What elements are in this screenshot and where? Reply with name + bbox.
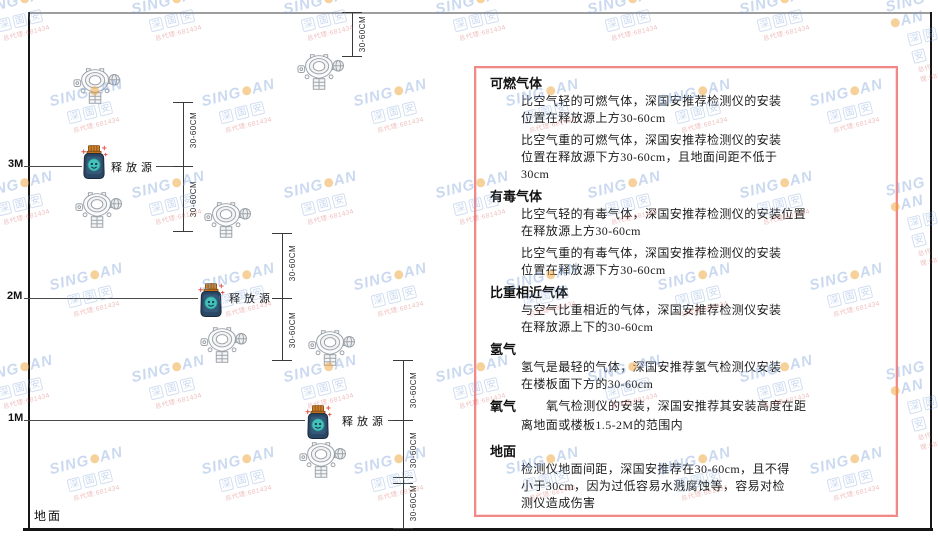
section-heading: 地面 — [490, 444, 517, 459]
dimension-tick — [272, 233, 292, 234]
paragraph-line: 与空气比重相近的气体，深国安推荐检测仪安装 — [521, 303, 782, 317]
paragraph-line: 位置在释放源下方30-60cm — [521, 263, 666, 277]
info-panel: 可燃气体比空气轻的可燃气体，深国安推荐检测仪的安装 位置在释放源上方30-60cm… — [474, 66, 898, 517]
dimension-line — [282, 233, 283, 360]
gas-detector-icon — [72, 66, 120, 106]
release-source-label: 释放源 — [342, 416, 387, 428]
gas-detector-icon — [307, 328, 355, 368]
paragraph-line: 离地面或楼板1.5-2M的范围内 — [521, 418, 684, 432]
release-source-icon — [303, 404, 333, 442]
gas-detector-icon — [199, 325, 247, 365]
section-heading: 氢气 — [490, 342, 517, 357]
paragraph-line: 在释放源上方30-60cm — [521, 224, 641, 238]
paragraph-line: 比空气轻的可燃气体，深国安推荐检测仪的安装 — [521, 94, 782, 108]
right-border-line — [930, 12, 932, 531]
paragraph-line: 在释放源上下的30-60cm — [521, 320, 654, 334]
dimension-label: 30-60CM — [288, 311, 297, 349]
panel-section: 氧气 氧气检测仪的安装，深国安推荐其安装高度在距离地面或楼板1.5-2M的范围内 — [490, 398, 882, 434]
paragraph: 与空气比重相近的气体，深国安推荐检测仪安装 在释放源上下的30-60cm — [521, 302, 882, 336]
dimension-line — [403, 360, 404, 528]
dimension-label: 30-60CM — [409, 371, 418, 409]
dimension-tick — [393, 360, 413, 361]
paragraph: 比空气轻的可燃气体，深国安推荐检测仪的安装 位置在释放源上方30-60cm — [521, 93, 882, 127]
dimension-tick — [393, 477, 413, 478]
dimension-tick — [342, 12, 362, 13]
dimension-line — [352, 12, 353, 56]
dimension-tick — [342, 56, 362, 57]
dimension-label: 30-60CM — [288, 244, 297, 282]
dimension-label: 30-60CM — [409, 431, 418, 469]
wall-line — [28, 12, 30, 528]
paragraph-line: 位置在释放源下方30-60cm，且地面间距不低于 — [521, 150, 778, 164]
paragraph-line: 比空气重的可燃气体，深国安推荐检测仪的安装 — [521, 133, 782, 147]
paragraph-line: 氢气是最轻的气体，深国安推荐氢气检测仪安装 — [521, 360, 782, 374]
panel-section: 比重相近气体与空气比重相近的气体，深国安推荐检测仪安装 在释放源上下的30-60c… — [490, 284, 882, 336]
panel-section: 氢气 氢气是最轻的气体，深国安推荐氢气检测仪安装 在楼板面下方的30-60cm — [490, 341, 882, 393]
paragraph-line: 小于30cm，因为过低容易水溅腐蚀等，容易对检 — [521, 479, 785, 493]
ground-line — [23, 528, 933, 531]
paragraph-line: 检测仪地面间距，深国安推荐在30-60cm，且不得 — [521, 462, 790, 476]
dimension-tick — [173, 166, 193, 167]
paragraph-line: 30cm — [521, 167, 550, 181]
gas-detector-icon — [74, 190, 122, 230]
paragraph: 检测仪地面间距，深国安推荐在30-60cm，且不得 小于30cm，因为过低容易水溅… — [521, 461, 882, 512]
paragraph-line: 比空气轻的有毒气体，深国安推荐检测仪的安装位置 — [521, 207, 807, 221]
gas-detector-icon — [203, 200, 251, 240]
dimension-tick — [393, 420, 413, 421]
dimension-label: 30-60CM — [409, 484, 418, 522]
panel-section: 地面 检测仪地面间距，深国安推荐在30-60cm，且不得 小于30cm，因为过低容易… — [490, 443, 882, 512]
height-level-line — [156, 166, 184, 167]
dimension-tick — [173, 102, 193, 103]
dimension-tick — [272, 298, 292, 299]
paragraph-line: 位置在释放源上方30-60cm — [521, 111, 666, 125]
paragraph: 比空气轻的有毒气体，深国安推荐检测仪的安装位置 在释放源上方30-60cm — [521, 206, 882, 240]
paragraph-line: 氧气检测仪的安装，深国安推荐其安装高度在距 — [546, 399, 807, 413]
ceiling-line — [28, 12, 930, 14]
height-axis-label: 3M — [8, 158, 24, 170]
height-axis-label: 2M — [7, 290, 23, 302]
paragraph-line: 测仪造成伤害 — [521, 496, 596, 510]
gas-detector-icon — [298, 440, 346, 480]
release-source-label: 释放源 — [229, 293, 274, 305]
dimension-label: 30-60CM — [189, 180, 198, 218]
release-source-icon — [196, 282, 226, 320]
section-heading: 氧气 — [490, 399, 517, 414]
section-heading: 有毒气体 — [490, 189, 543, 204]
paragraph: 比空气重的可燃气体，深国安推荐检测仪的安装 位置在释放源下方30-60cm，且地面… — [521, 132, 882, 183]
paragraph: 离地面或楼板1.5-2M的范围内 — [521, 417, 882, 434]
height-level-line — [24, 420, 305, 421]
panel-section: 有毒气体比空气轻的有毒气体，深国安推荐检测仪的安装位置 在释放源上方30-60cm… — [490, 188, 882, 279]
section-inline-row: 氧气 氧气检测仪的安装，深国安推荐其安装高度在距 — [490, 398, 882, 416]
dimension-tick — [173, 231, 193, 232]
ground-label: 地面 — [34, 509, 63, 523]
paragraph-line: 比空气重的有毒气体，深国安推荐检测仪的安装 — [521, 246, 782, 260]
release-source-icon — [79, 144, 109, 182]
height-axis-label: 1M — [8, 412, 24, 424]
panel-section: 可燃气体比空气轻的可燃气体，深国安推荐检测仪的安装 位置在释放源上方30-60cm… — [490, 75, 882, 183]
paragraph: 比空气重的有毒气体，深国安推荐检测仪的安装 位置在释放源下方30-60cm — [521, 245, 882, 279]
dimension-label: 30-60CM — [189, 111, 198, 149]
dimension-tick — [272, 360, 292, 361]
dimension-tick — [393, 528, 413, 529]
gas-detector-icon — [296, 52, 344, 92]
height-level-line — [24, 298, 198, 299]
dimension-tick — [393, 483, 413, 484]
paragraph: 氢气是最轻的气体，深国安推荐氢气检测仪安装 在楼板面下方的30-60cm — [521, 359, 882, 393]
height-level-line — [24, 166, 82, 167]
section-heading: 比重相近气体 — [490, 285, 569, 300]
section-heading: 可燃气体 — [490, 76, 543, 91]
release-source-label: 释放源 — [111, 162, 156, 174]
dimension-label: 30-60CM — [358, 15, 367, 53]
paragraph-line: 在楼板面下方的30-60cm — [521, 377, 654, 391]
